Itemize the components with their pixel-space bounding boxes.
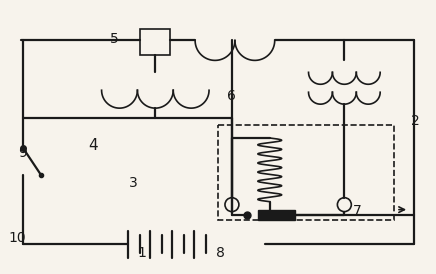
Text: 7: 7 <box>352 204 361 218</box>
Text: 10: 10 <box>9 231 27 245</box>
Text: 9: 9 <box>18 146 27 160</box>
Text: 3: 3 <box>129 176 138 190</box>
Bar <box>140 28 170 55</box>
Text: 8: 8 <box>216 246 225 260</box>
Text: 5: 5 <box>109 32 118 46</box>
Bar <box>258 210 295 219</box>
Text: 1: 1 <box>138 246 146 260</box>
Text: 6: 6 <box>227 89 235 103</box>
Bar <box>218 125 394 219</box>
Text: 2: 2 <box>411 114 420 128</box>
Text: 4: 4 <box>88 138 98 153</box>
